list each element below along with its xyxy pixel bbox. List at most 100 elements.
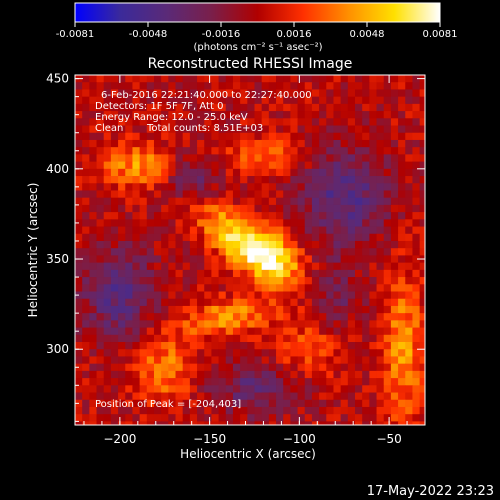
heatmap-cell bbox=[103, 421, 112, 425]
heatmap-cell bbox=[419, 103, 425, 112]
heatmap-cell bbox=[390, 378, 399, 386]
heatmap-cell bbox=[297, 363, 306, 372]
heatmap-cell bbox=[211, 118, 219, 126]
heatmap-cell bbox=[118, 342, 126, 350]
heatmap-cell bbox=[211, 262, 219, 271]
heatmap-cell bbox=[376, 190, 385, 199]
heatmap-cell bbox=[369, 399, 377, 408]
heatmap-cell bbox=[311, 262, 320, 271]
colorbar-tick-label: -0.0048 bbox=[129, 29, 168, 40]
heatmap-cell bbox=[225, 399, 234, 408]
heatmap-cell bbox=[419, 421, 425, 425]
heatmap-cell bbox=[110, 349, 119, 357]
heatmap-cell bbox=[240, 298, 248, 307]
heatmap-cell bbox=[412, 399, 421, 408]
heatmap-cell bbox=[96, 204, 105, 213]
heatmap-cell bbox=[333, 370, 342, 379]
heatmap-cell bbox=[189, 183, 198, 191]
heatmap-cell bbox=[153, 96, 162, 105]
heatmap-cell bbox=[189, 313, 198, 321]
heatmap-cell bbox=[103, 161, 112, 170]
heatmap-cell bbox=[204, 421, 212, 425]
heatmap-cell bbox=[125, 363, 133, 372]
heatmap-cell bbox=[319, 168, 327, 177]
heatmap-cell bbox=[390, 89, 399, 98]
heatmap-cell bbox=[110, 139, 119, 148]
heatmap-cell bbox=[268, 284, 277, 292]
heatmap-cell bbox=[168, 406, 176, 415]
heatmap-cell bbox=[297, 305, 306, 314]
heatmap-cell bbox=[383, 233, 392, 242]
heatmap-cell bbox=[398, 320, 406, 328]
heatmap-cell bbox=[419, 327, 425, 336]
heatmap-cell bbox=[211, 255, 219, 264]
heatmap-cell bbox=[347, 183, 356, 191]
heatmap-cell bbox=[161, 154, 169, 162]
heatmap-cell bbox=[125, 240, 133, 249]
heatmap-cell bbox=[240, 118, 248, 126]
heatmap-cell bbox=[175, 392, 184, 401]
heatmap-cell bbox=[118, 277, 126, 285]
heatmap-cell bbox=[319, 320, 327, 328]
heatmap-cell bbox=[218, 305, 227, 314]
heatmap-cell bbox=[225, 125, 234, 134]
heatmap-cell bbox=[369, 356, 377, 365]
heatmap-cell bbox=[362, 255, 370, 264]
heatmap-cell bbox=[189, 147, 198, 155]
heatmap-cell bbox=[355, 111, 363, 119]
heatmap-cell bbox=[204, 305, 212, 314]
heatmap-cell bbox=[319, 96, 327, 105]
heatmap-cell bbox=[75, 240, 83, 249]
heatmap-cell bbox=[189, 363, 198, 372]
heatmap-cell bbox=[319, 255, 327, 264]
heatmap-cell bbox=[276, 118, 284, 126]
heatmap-cell bbox=[333, 248, 342, 256]
heatmap-cell bbox=[240, 103, 248, 112]
heatmap-cell bbox=[139, 139, 148, 148]
heatmap-cell bbox=[398, 421, 406, 425]
heatmap-cell bbox=[383, 298, 392, 307]
heatmap-cell bbox=[204, 255, 212, 264]
heatmap-cell bbox=[161, 132, 169, 141]
heatmap-cell bbox=[103, 147, 112, 155]
heatmap-cell bbox=[290, 132, 298, 141]
heatmap-cell bbox=[103, 197, 112, 206]
heatmap-cell bbox=[232, 349, 241, 357]
heatmap-cell bbox=[139, 363, 148, 372]
heatmap-cell bbox=[139, 305, 148, 314]
heatmap-cell bbox=[197, 269, 205, 278]
heatmap-cell bbox=[232, 168, 241, 177]
heatmap-cell bbox=[168, 320, 176, 328]
heatmap-cell bbox=[89, 154, 97, 162]
heatmap-cell bbox=[168, 421, 176, 425]
heatmap-cell bbox=[139, 226, 148, 235]
heatmap-cell bbox=[333, 385, 342, 393]
heatmap-cell bbox=[254, 183, 263, 191]
heatmap-cell bbox=[326, 82, 334, 90]
heatmap-cell bbox=[103, 212, 112, 220]
heatmap-cell bbox=[304, 298, 313, 307]
heatmap-cell bbox=[139, 421, 148, 425]
heatmap-cell bbox=[75, 233, 83, 242]
heatmap-cell bbox=[390, 363, 399, 372]
heatmap-cell bbox=[419, 305, 425, 314]
heatmap-cell bbox=[347, 334, 356, 343]
heatmap-cell bbox=[197, 212, 205, 220]
heatmap-cell bbox=[211, 132, 219, 141]
heatmap-cell bbox=[405, 197, 413, 206]
heatmap-cell bbox=[154, 429, 162, 437]
heatmap-cell bbox=[240, 334, 248, 343]
heatmap-cell bbox=[333, 327, 342, 336]
heatmap-cell bbox=[283, 118, 291, 126]
heatmap-cell bbox=[168, 197, 176, 206]
heatmap-cell bbox=[355, 139, 363, 148]
heatmap-cell bbox=[261, 349, 270, 357]
heatmap-cell bbox=[103, 370, 112, 379]
heatmap-cell bbox=[182, 226, 191, 235]
heatmap-cell bbox=[240, 262, 248, 271]
heatmap-cell bbox=[189, 356, 198, 365]
heatmap-cell bbox=[197, 414, 205, 422]
heatmap-cell bbox=[182, 139, 191, 148]
heatmap-cell bbox=[125, 248, 133, 256]
heatmap-cell bbox=[304, 139, 313, 148]
